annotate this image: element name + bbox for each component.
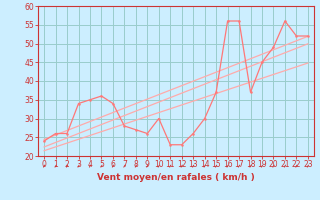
- X-axis label: Vent moyen/en rafales ( km/h ): Vent moyen/en rafales ( km/h ): [97, 173, 255, 182]
